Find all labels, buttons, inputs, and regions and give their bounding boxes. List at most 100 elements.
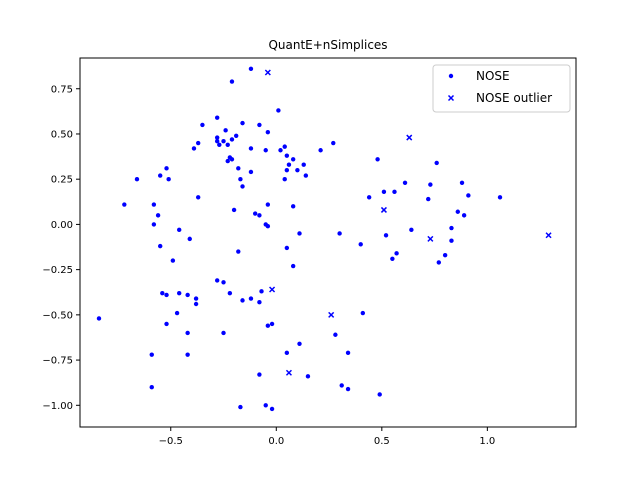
data-point-outlier (264, 69, 271, 76)
data-point (265, 129, 271, 135)
data-point (390, 256, 395, 261)
data-point (227, 290, 233, 296)
data-point (225, 142, 230, 148)
data-point-outlier (545, 232, 552, 239)
y-tick-label: 0.25 (51, 175, 73, 186)
data-point (290, 263, 296, 269)
legend-nose-marker (448, 73, 454, 79)
data-point (318, 148, 323, 153)
data-point (282, 144, 287, 149)
data-point (375, 157, 380, 162)
data-point (214, 139, 220, 144)
x-tick-label: 1.0 (479, 436, 495, 447)
data-point (177, 227, 182, 233)
data-point (223, 128, 228, 133)
data-point (236, 249, 241, 254)
plot-area-frame (79, 57, 577, 428)
data-point (402, 180, 408, 186)
data-point (252, 211, 258, 216)
data-point (185, 292, 190, 298)
data-point (337, 231, 342, 236)
data-point (377, 392, 382, 397)
points-layer (96, 66, 552, 412)
data-point (259, 289, 264, 294)
data-point (282, 176, 287, 182)
axes-layer: −0.5 0.0 0.5 1.0 −1.00 −0.75 −0.50 −0.25 0.00 0.2… (42, 84, 495, 447)
data-point (366, 195, 372, 200)
data-point (214, 115, 220, 120)
data-point (265, 224, 271, 229)
data-point (265, 323, 271, 328)
data-point (331, 140, 336, 146)
data-point (134, 176, 140, 182)
legend-box (432, 64, 571, 113)
y-tick-label: −1.00 (42, 401, 73, 412)
data-point (284, 350, 290, 356)
data-point (333, 332, 338, 337)
data-point (257, 299, 262, 305)
data-point (284, 245, 290, 251)
data-point (233, 133, 239, 138)
data-point (214, 135, 220, 140)
data-point (195, 195, 201, 200)
data-point (345, 350, 351, 356)
data-point (290, 204, 296, 209)
data-point (434, 160, 439, 166)
data-point (248, 66, 254, 72)
data-point (151, 222, 157, 227)
data-point (360, 310, 366, 316)
data-point (236, 166, 241, 171)
data-point (217, 142, 222, 148)
data-point (240, 298, 245, 303)
data-point (305, 374, 311, 379)
data-point (265, 202, 271, 207)
data-point (240, 184, 245, 189)
data-point-outlier (269, 286, 276, 293)
x-tick-label: 0.0 (268, 436, 284, 447)
y-tick-label: −0.25 (42, 265, 73, 276)
data-point (221, 280, 226, 285)
data-point (295, 167, 300, 173)
data-point (174, 310, 180, 316)
data-point (229, 79, 235, 84)
data-point (160, 290, 165, 296)
data-point (269, 406, 275, 412)
data-point (200, 122, 205, 128)
data-point (257, 122, 262, 128)
data-point (392, 189, 397, 195)
data-point (345, 386, 351, 392)
data-point-outlier (406, 134, 413, 141)
data-point (238, 176, 243, 182)
data-point (409, 227, 414, 233)
data-point (248, 296, 254, 301)
data-point (229, 157, 235, 162)
data-point (193, 296, 199, 301)
data-point (193, 301, 199, 307)
data-point (339, 383, 344, 388)
data-point (164, 321, 169, 327)
data-point (158, 173, 163, 178)
data-point (284, 167, 290, 173)
data-point-outlier (328, 311, 335, 318)
legend-nose-label: NOSE (476, 69, 510, 83)
data-point (394, 251, 399, 256)
data-point (428, 182, 433, 187)
data-point (229, 137, 235, 142)
data-point (177, 290, 182, 296)
data-point (185, 352, 190, 357)
data-point (257, 213, 262, 218)
legend-nose-outlier-label: NOSE outlier (476, 91, 552, 105)
data-point (170, 258, 176, 263)
data-point (426, 196, 431, 202)
data-point (497, 195, 503, 200)
data-point (263, 148, 268, 153)
data-point (248, 169, 254, 175)
y-tick-label: 0.00 (51, 220, 73, 231)
data-point (269, 321, 275, 327)
data-point (461, 213, 467, 218)
y-tick-label: 0.50 (51, 129, 73, 140)
data-point (187, 236, 192, 242)
data-point (164, 166, 169, 171)
data-point (442, 252, 448, 258)
data-point-outlier (380, 206, 387, 213)
